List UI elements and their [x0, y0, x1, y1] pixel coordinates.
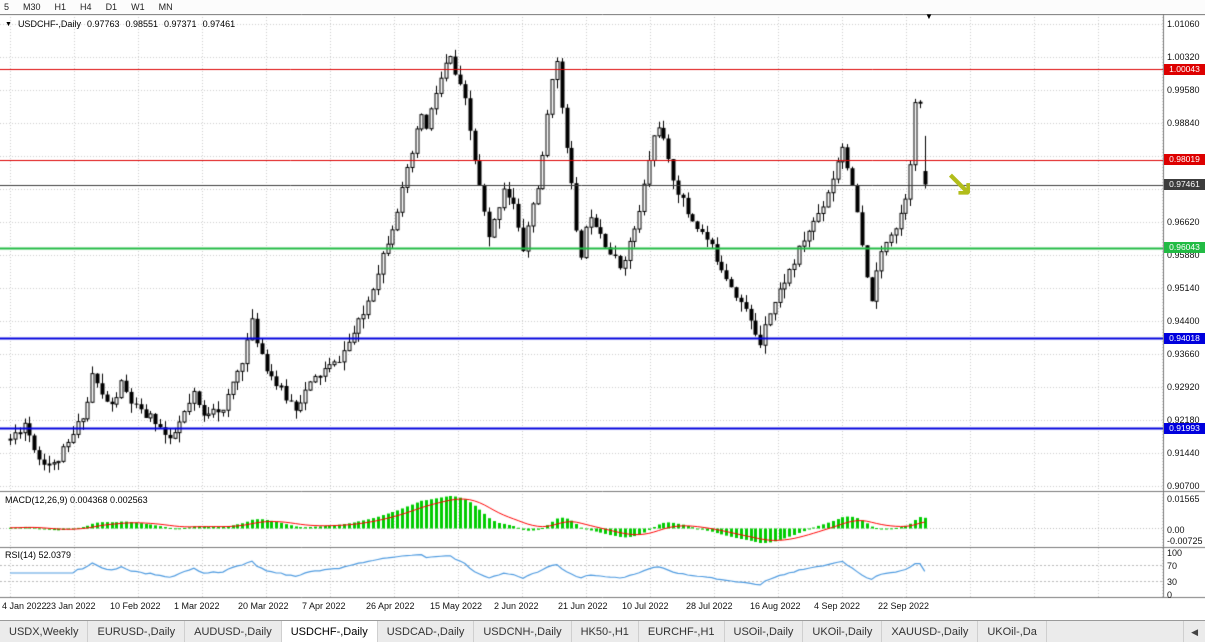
price-axis-label: 0.93660 [1167, 349, 1200, 360]
rsi-axis-label: 30 [1167, 577, 1178, 588]
date-axis-label: 21 Jun 2022 [558, 601, 608, 611]
price-axis-label: 0.95140 [1167, 283, 1200, 294]
rsi-indicator-label: RSI(14) 52.0379 [5, 550, 72, 560]
timeframe-button-h4[interactable]: H4 [80, 2, 92, 12]
symbol-tab-usoil[interactable]: USOil-,Daily [724, 621, 804, 642]
macd-indicator-label: MACD(12,26,9) 0.004368 0.002563 [5, 495, 148, 505]
chart-ohlc-header: ▼ USDCHF-,Daily 0.97763 0.98551 0.97371 … [5, 19, 235, 29]
symbol-tab-hk50[interactable]: HK50-,H1 [571, 621, 639, 642]
down-triangle-marker-icon: ▼ [925, 12, 933, 21]
timeframe-button-w1[interactable]: W1 [131, 2, 145, 12]
date-axis-label: 10 Feb 2022 [110, 601, 161, 611]
date-axis-label: 28 Jul 2022 [686, 601, 733, 611]
date-axis[interactable]: 4 Jan 2022 23 Jan 2022 10 Feb 2022 1 Mar 20… [0, 601, 1163, 615]
timeframe-button-mn[interactable]: MN [158, 2, 173, 12]
price-level-tag: 0.98019 [1164, 154, 1205, 166]
symbol-tab-eurusd[interactable]: EURUSD-,Daily [88, 621, 186, 642]
symbol-tab-usdchf[interactable]: USDCHF-,Daily [281, 621, 378, 642]
date-axis-label: 2 Jun 2022 [494, 601, 539, 611]
price-axis-label: 1.00320 [1167, 52, 1200, 62]
timeframe-button-5[interactable]: 5 [4, 2, 10, 12]
symbol-tab-usdcnh[interactable]: USDCNH-,Daily [474, 621, 572, 642]
macd-axis-label: -0.00725 [1167, 536, 1203, 546]
timeframe-button-h1[interactable]: H1 [54, 2, 67, 12]
ohlc-high-value: 0.98551 [125, 19, 159, 29]
symbol-tab-ukoil[interactable]: UKOil-,Daily [803, 621, 883, 642]
symbol-tab-usdx[interactable]: USDX,Weekly [0, 621, 89, 642]
price-level-tag: 1.00043 [1164, 63, 1205, 75]
yellow-arrow-annotation-icon: ↘ [944, 165, 975, 206]
date-axis-label: 4 Jan 2022 [2, 601, 47, 611]
price-axis-label: 0.94400 [1167, 316, 1200, 327]
ohlc-close-value: 0.97461 [202, 19, 236, 29]
date-axis-label: 1 Mar 2022 [174, 601, 220, 611]
price-axis-label: 0.91440 [1167, 448, 1200, 459]
rsi-axis-label: 70 [1167, 560, 1178, 571]
date-axis-label: 16 Aug 2022 [750, 601, 801, 611]
macd-axis-label: 0.01565 [1167, 494, 1200, 504]
date-axis-label: 10 Jul 2022 [622, 601, 669, 611]
price-level-tag: 0.96043 [1164, 242, 1205, 254]
price-level-tag: 0.91993 [1164, 422, 1205, 434]
timeframe-toolbar: 5 M30 H1 H4 D1 W1 MN [0, 0, 1205, 14]
symbol-dropdown-icon[interactable]: ▼ [5, 20, 12, 28]
price-axis[interactable]: 1.01060 1.00320 0.99580 0.98840 0.96620 0.958… [1164, 0, 1205, 642]
symbol-tab-eurchf[interactable]: EURCHF-,H1 [638, 621, 725, 642]
timeframe-button-m30[interactable]: M30 [23, 2, 41, 12]
price-axis-label: 0.92180 [1167, 415, 1200, 426]
date-axis-label: 22 Sep 2022 [878, 601, 930, 611]
price-level-tag: 0.94018 [1164, 332, 1205, 344]
chart-tabbar: USDX,Weekly EURUSD-,Daily AUDUSD-,Daily USD… [0, 620, 1205, 642]
symbol-tab-audusd[interactable]: AUDUSD-,Daily [185, 621, 282, 642]
price-axis-label: 0.92920 [1167, 382, 1200, 393]
price-axis-label: 1.01060 [1167, 19, 1200, 29]
price-axis-label: 0.90700 [1167, 481, 1200, 492]
price-level-tag: 0.97461 [1164, 179, 1205, 190]
timeframe-button-d1[interactable]: D1 [105, 2, 118, 12]
macd-axis-label: 0.00 [1167, 524, 1185, 535]
symbol-title: USDCHF-,Daily [17, 19, 81, 29]
symbol-tab-xauusd[interactable]: XAUUSD-,Daily [882, 621, 979, 642]
price-axis-label: 0.96620 [1167, 217, 1200, 228]
symbol-tab-ukoil[interactable]: UKOil-,Da [978, 621, 1047, 642]
ohlc-low-value: 0.97371 [164, 19, 197, 29]
date-axis-label: 15 May 2022 [430, 601, 483, 611]
rsi-axis-label: 100 [1167, 548, 1183, 558]
date-axis-label: 23 Jan 2022 [46, 601, 96, 611]
date-axis-label: 26 Apr 2022 [366, 601, 415, 611]
date-axis-label: 4 Sep 2022 [814, 601, 861, 611]
price-axis-label: 0.95880 [1167, 250, 1200, 261]
rsi-axis-label: 0 [1167, 590, 1173, 600]
date-axis-label: 20 Mar 2022 [238, 601, 289, 611]
price-axis-label: 0.99580 [1167, 85, 1200, 95]
price-axis-label: 0.98840 [1167, 118, 1200, 128]
date-axis-label: 7 Apr 2022 [302, 601, 346, 611]
symbol-tab-usdcad[interactable]: USDCAD-,Daily [377, 621, 475, 642]
tab-scroll-left-button[interactable]: ◀ [1183, 621, 1205, 642]
ohlc-open-value: 0.97763 [86, 19, 120, 29]
